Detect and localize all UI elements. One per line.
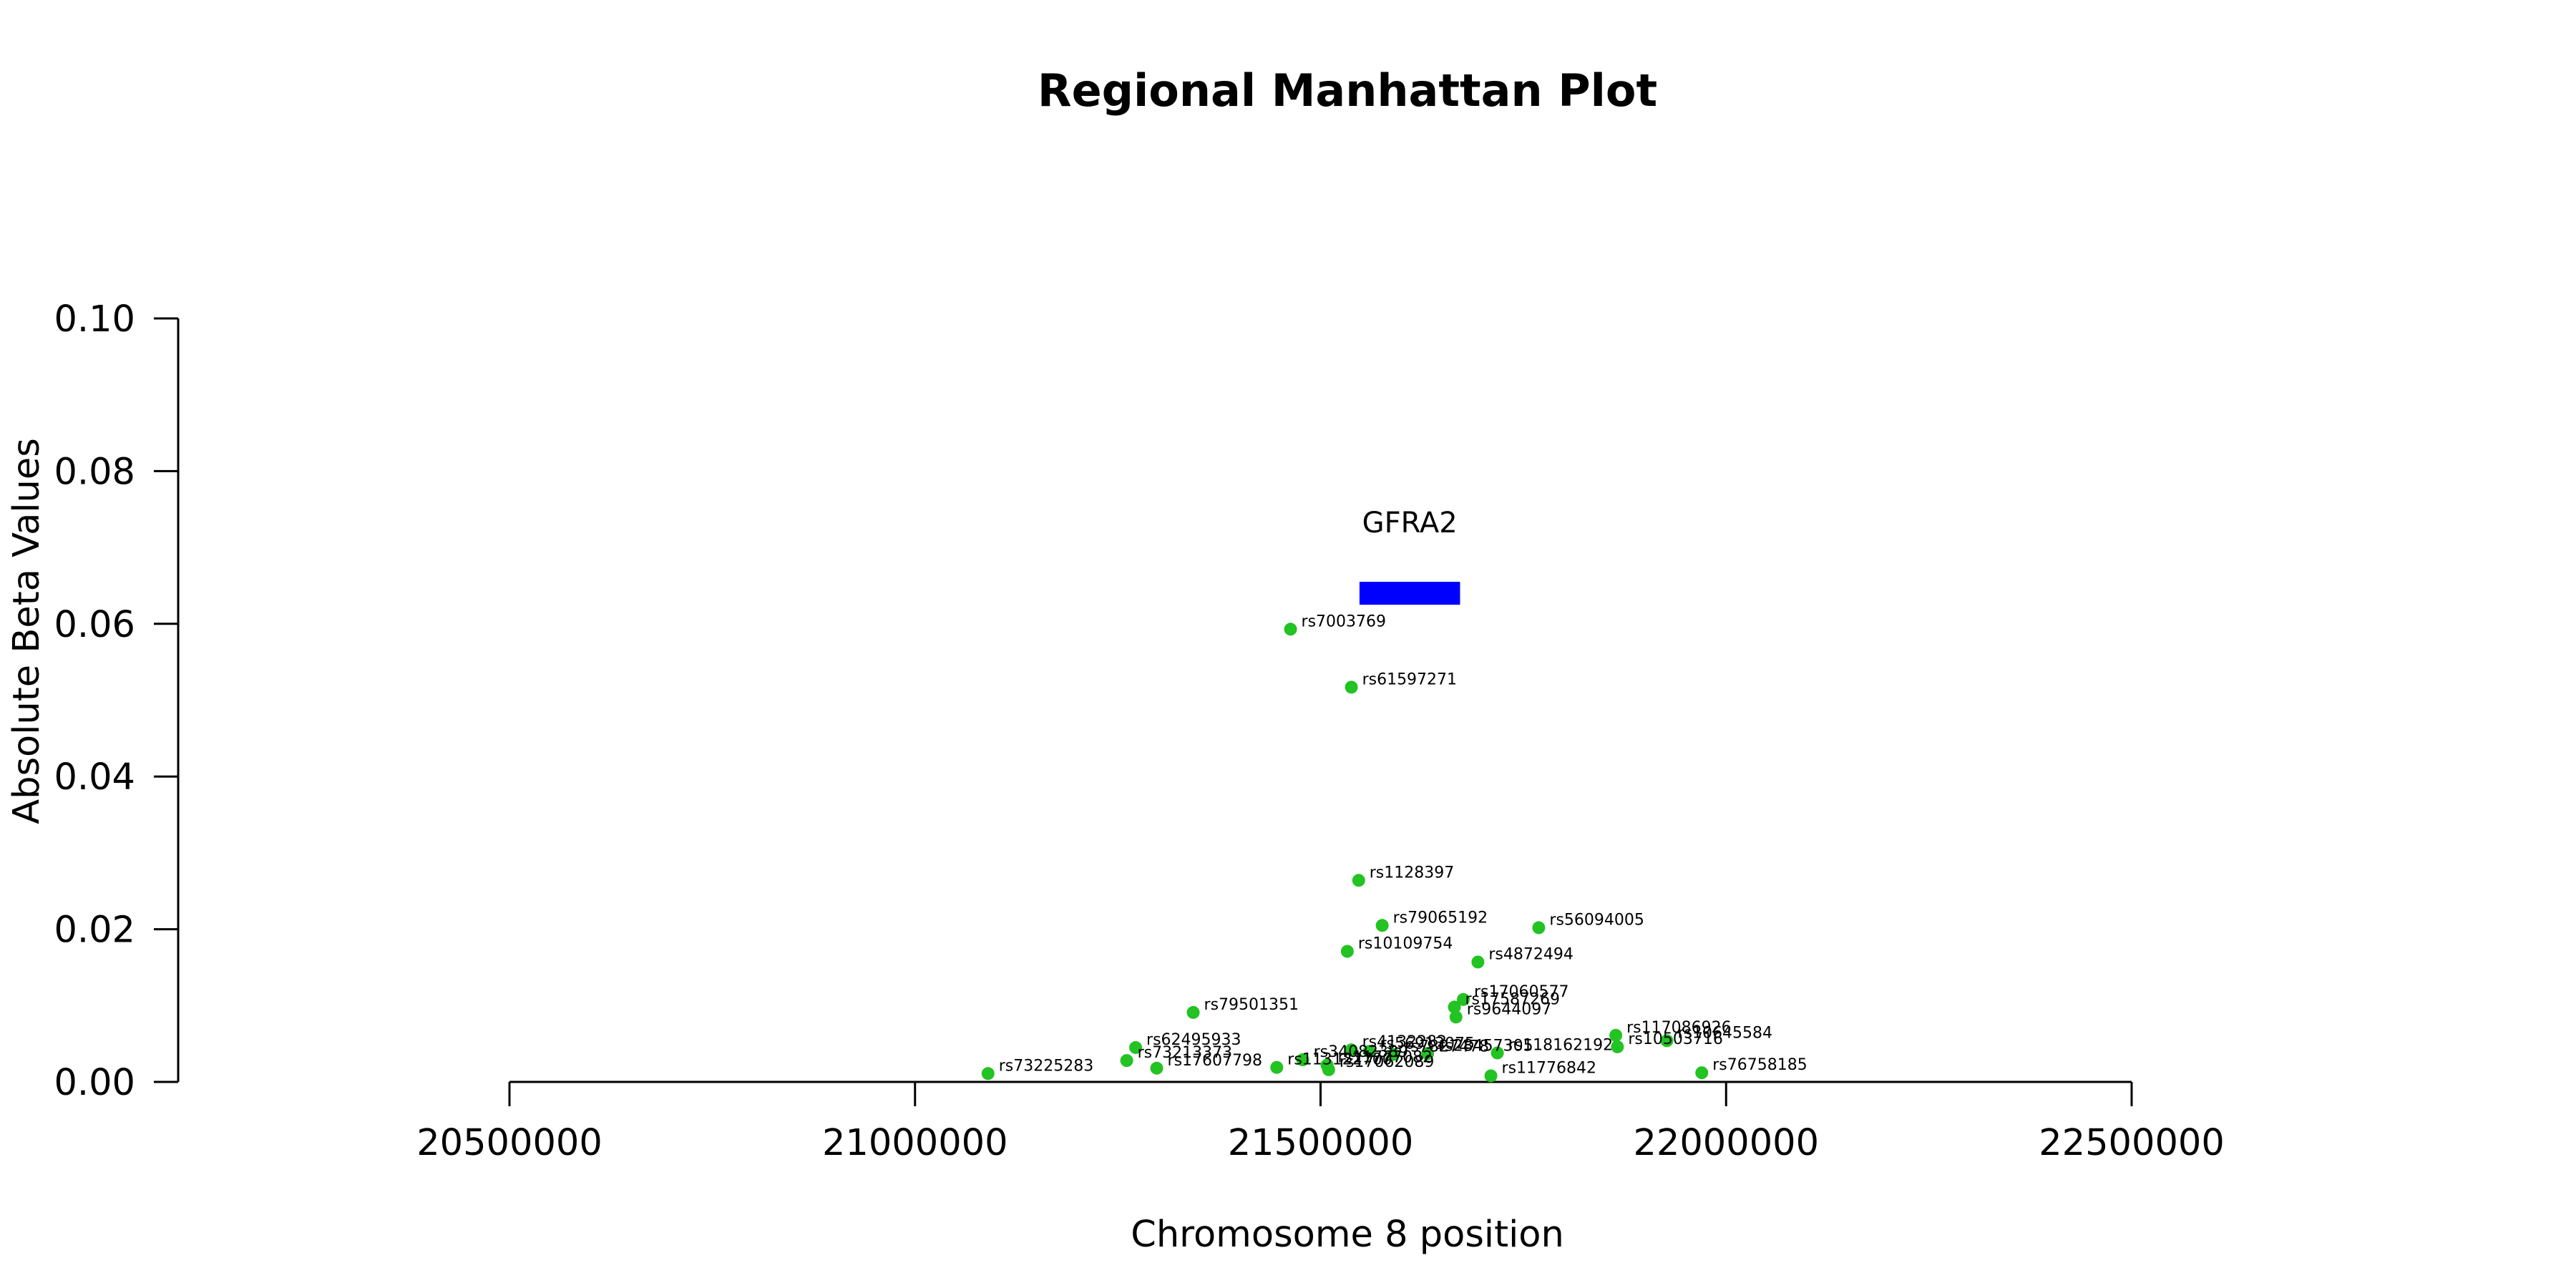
point-label: rs73213373 (1138, 1044, 1232, 1062)
data-point (1491, 1046, 1504, 1060)
data-point (1120, 1054, 1133, 1068)
data-point (1270, 1060, 1284, 1074)
point-label: rs117086926 (1626, 1019, 1731, 1037)
point-label: rs56094005 (1549, 911, 1644, 929)
data-point (1484, 1069, 1498, 1083)
y-tick-label: 0.08 (54, 451, 135, 493)
data-point (1129, 1040, 1143, 1054)
point-label: rs10109754 (1358, 935, 1453, 953)
x-tick-label: 21500000 (1228, 1122, 1414, 1164)
y-tick-label: 0.02 (54, 909, 135, 952)
point-label: rs17607798 (1168, 1052, 1262, 1070)
point-label: rs79501351 (1204, 996, 1299, 1014)
data-point (1186, 1005, 1200, 1019)
point-label: rs62495933 (1146, 1031, 1241, 1049)
point-label: rs10503716 (1628, 1030, 1722, 1048)
data-point (1421, 1047, 1435, 1060)
point-label: rs17587269 (1465, 990, 1560, 1008)
point-label: rs79065192 (1393, 909, 1488, 927)
data-points (981, 623, 1709, 1083)
y-axis: 0.00 0.02 0.04 0.06 0.08 0.10 (54, 298, 180, 1104)
data-point (1150, 1061, 1163, 1075)
point-label: rs56913075 (1380, 1035, 1475, 1053)
point-label: rs17060577 (1474, 983, 1568, 1001)
gene-bar (1359, 582, 1460, 605)
data-point (1695, 1066, 1709, 1080)
point-label: rs4872494 (1488, 945, 1574, 963)
data-point (1352, 874, 1365, 887)
y-tick-label: 0.06 (54, 604, 135, 646)
chart-title: Regional Manhattan Plot (1038, 64, 1657, 117)
data-point (1532, 921, 1546, 935)
data-point (1284, 623, 1297, 636)
data-point (1609, 1028, 1623, 1042)
x-axis: 20500000 21000000 21500000 22000000 22500000 (416, 1080, 2225, 1164)
data-point (1345, 1043, 1358, 1057)
point-label: rs11777082 (1338, 1049, 1433, 1067)
data-point (1387, 1048, 1400, 1061)
data-point (1660, 1034, 1674, 1048)
data-point (1362, 1045, 1376, 1058)
point-label: rs9644097 (1467, 1000, 1552, 1018)
data-point (1375, 919, 1389, 932)
data-point (1448, 1000, 1461, 1014)
data-point (1322, 1063, 1335, 1076)
data-point (1296, 1053, 1309, 1067)
point-label: rs17062089 (1340, 1053, 1434, 1071)
data-point (1471, 955, 1485, 969)
data-point (1611, 1040, 1624, 1053)
point-label: rs73225283 (999, 1057, 1093, 1075)
y-tick-label: 0.10 (54, 298, 135, 341)
point-label: rs11776842 (1502, 1059, 1596, 1077)
data-point (981, 1067, 995, 1080)
data-point (1449, 1010, 1463, 1024)
x-tick-label: 22000000 (1633, 1122, 1819, 1164)
y-tick-label: 0.04 (54, 756, 135, 799)
y-axis-title: Absolute Beta Values (6, 438, 48, 824)
point-label: rs10645584 (1678, 1024, 1772, 1042)
gene-track: GFRA2 (1359, 507, 1460, 605)
x-tick-label: 22500000 (2039, 1122, 2225, 1164)
point-label: rs4132282 (1362, 1033, 1448, 1051)
point-label: rs7827478 (1405, 1038, 1490, 1056)
gene-label: GFRA2 (1362, 507, 1458, 540)
point-label: rs28457305 (1438, 1038, 1533, 1055)
x-axis-title: Chromosome 8 position (1131, 1214, 1564, 1256)
point-label: rs34082389 (1314, 1043, 1408, 1061)
data-point (1456, 992, 1470, 1006)
data-point (1340, 945, 1354, 958)
point-label: rs76758185 (1712, 1056, 1807, 1074)
point-label: rs113122700 (1287, 1051, 1392, 1069)
point-label: rs7003769 (1302, 613, 1387, 630)
point-label: rs1128397 (1370, 864, 1455, 882)
data-point (1345, 680, 1358, 694)
point-label: rs118162192 (1508, 1036, 1613, 1054)
point-label: rs61597271 (1362, 670, 1457, 688)
y-tick-label: 0.00 (54, 1062, 135, 1104)
x-tick-label: 20500000 (416, 1122, 602, 1164)
x-tick-label: 21000000 (822, 1122, 1008, 1164)
